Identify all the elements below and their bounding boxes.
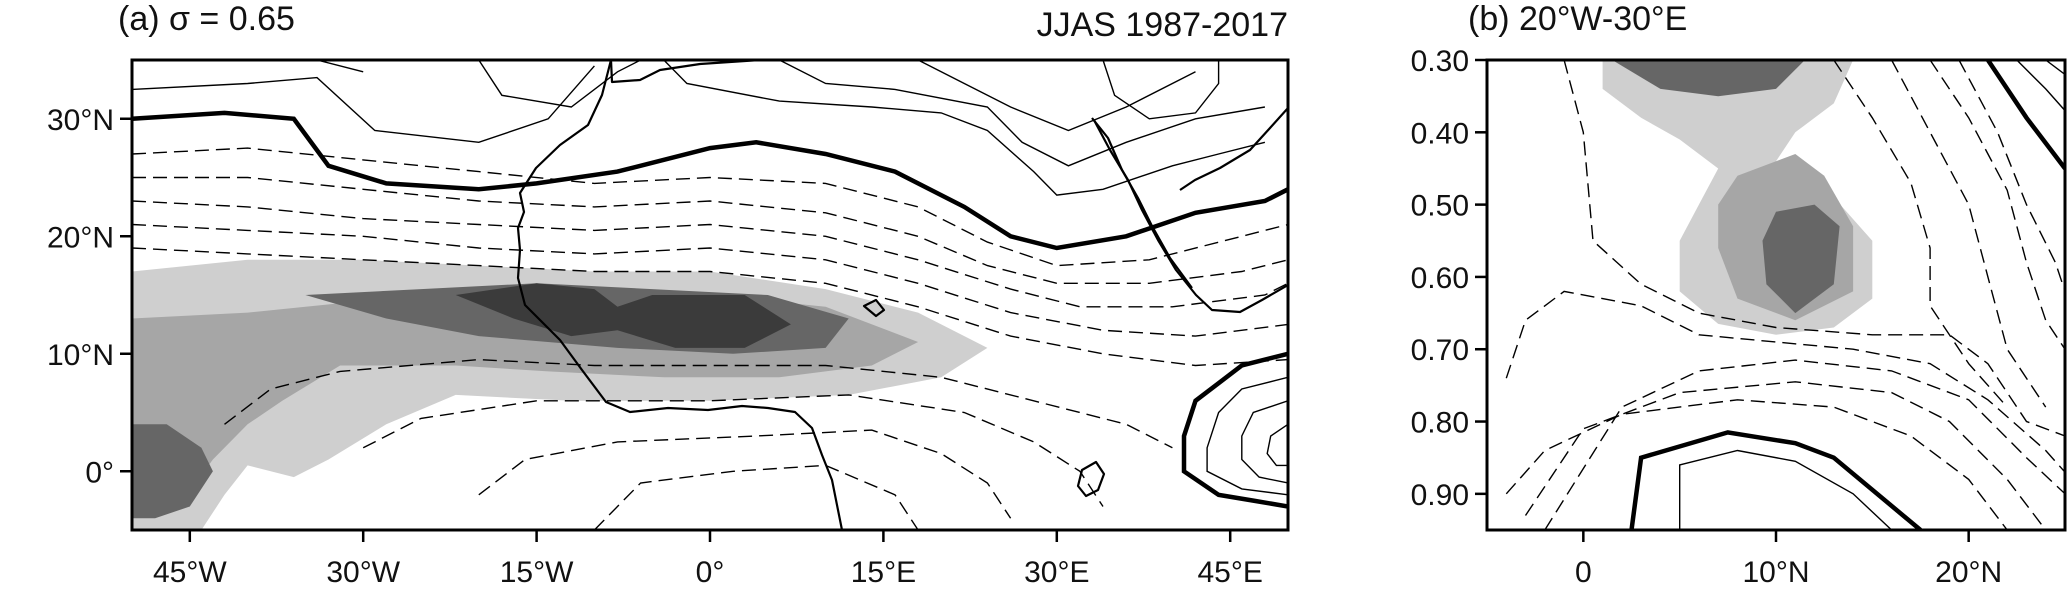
panel-a-contour-map: 45°W 30°W 15°W 0° 15°E 30°E 45°E 0° 10°N 20°N 30°N (47, 58, 1290, 589)
west-africa-coastline (516, 60, 844, 530)
y-tick-label: 0.60 (1411, 262, 1469, 295)
positive-contour-line (2045, 60, 2065, 76)
x-tick-label: 15°E (851, 556, 916, 589)
negative-contour-line (1958, 60, 2065, 292)
y-tick-label: 0° (85, 456, 114, 489)
zero-contour-line (1986, 60, 2065, 170)
negative-contour-line (132, 247, 1288, 367)
red-sea-coastline (1091, 117, 1193, 289)
shaded-region-level-3 (1612, 60, 1805, 97)
negative-contour-line (132, 223, 1288, 337)
gulf-coast-islands (862, 298, 886, 318)
x-tick-label: 0° (696, 556, 725, 589)
positive-contour-line (663, 60, 1266, 196)
positive-contour-line (917, 60, 1196, 132)
x-tick-label: 0 (1575, 556, 1592, 589)
y-tick-label: 30°N (47, 104, 114, 137)
mediterranean-coastline (609, 60, 761, 84)
panel-b-plot-area (1505, 60, 2065, 530)
negative-contour-line (132, 176, 1288, 284)
positive-contour-line (2016, 60, 2065, 112)
panel-b-contour-section: 0 10°N 20°N 0.30 0.40 0.50 0.60 0.70 0.80 0.90 (1411, 45, 2067, 589)
panel-b-axes: 0 10°N 20°N 0.30 0.40 0.50 0.60 0.70 0.80 0.90 (1411, 45, 2003, 589)
positive-contour-line (1206, 376, 1288, 496)
positive-contour-line (1102, 60, 1220, 120)
negative-contour-line (224, 358, 1173, 449)
negative-contour-line (132, 147, 1288, 267)
y-tick-label: 20°N (47, 221, 114, 254)
positive-contour-line (1679, 449, 1893, 530)
x-tick-label: 10°N (1742, 556, 1809, 589)
positive-contour-line (132, 65, 595, 144)
positive-contour-line (1266, 423, 1288, 467)
x-tick-label: 30°W (326, 556, 400, 589)
negative-contour-line (1544, 359, 2065, 530)
negative-contour-line (593, 464, 919, 530)
x-tick-label: 45°W (153, 556, 227, 589)
x-tick-label: 45°E (1198, 556, 1263, 589)
shaded-region-level-4 (455, 283, 791, 348)
shaded-region-level-3 (1762, 204, 1840, 314)
x-tick-label: 30°E (1024, 556, 1089, 589)
y-tick-label: 0.40 (1411, 117, 1469, 150)
y-tick-label: 0.90 (1411, 479, 1469, 512)
panel-a-plot-area (132, 60, 1288, 530)
x-tick-label: 20°N (1935, 556, 2002, 589)
negative-contour-line (1833, 60, 2008, 408)
y-tick-label: 0.50 (1411, 190, 1469, 223)
y-tick-label: 10°N (47, 339, 114, 372)
zero-contour-line (132, 110, 1288, 251)
negative-contour-line (1929, 60, 2065, 350)
negative-contour-line (1563, 60, 2065, 437)
positive-contour-line (478, 60, 641, 108)
panel-a-title: (a) σ = 0.65 (118, 0, 295, 38)
zero-contour-line (1181, 351, 1288, 509)
negative-contour-line (132, 200, 1288, 308)
negative-contour-line (1524, 381, 2047, 530)
negative-contour-line (1890, 60, 2047, 408)
panel-b-title: (b) 20°W-30°E (1468, 0, 1687, 38)
arabia-coastline (1179, 107, 1288, 191)
panel-a-subtitle: JJAS 1987-2017 (1037, 6, 1288, 44)
y-tick-label: 0.80 (1411, 407, 1469, 440)
zero-contour-line (1629, 430, 1922, 530)
negative-contour-line (362, 394, 1104, 507)
positive-contour-line (779, 60, 1266, 167)
positive-contour-line (132, 60, 364, 73)
negative-contour-line (1505, 399, 2008, 530)
x-tick-label: 15°W (500, 556, 574, 589)
negative-contour-line (1505, 290, 2065, 473)
panel-a-axes: 45°W 30°W 15°W 0° 15°E 30°E 45°E 0° 10°N 20°N 30°N (47, 104, 1263, 589)
positive-contour-line (1241, 400, 1288, 484)
negative-contour-line (478, 429, 1012, 519)
panel-a-coastlines (516, 60, 1288, 530)
y-tick-label: 0.70 (1411, 334, 1469, 367)
madagascar-coastline (1076, 460, 1106, 498)
shaded-region-level-3 (132, 424, 213, 519)
y-tick-label: 0.30 (1411, 45, 1469, 78)
